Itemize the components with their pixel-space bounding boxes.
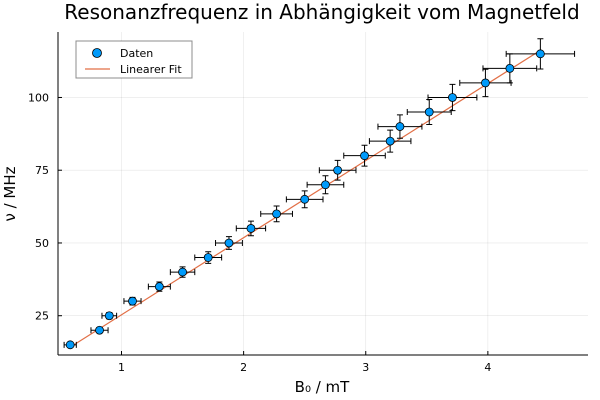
- data-point: [481, 78, 490, 88]
- data-point: [535, 49, 545, 59]
- data-point: [505, 63, 515, 73]
- x-tick-label: 1: [118, 361, 125, 374]
- data-point: [95, 325, 104, 335]
- y-tick-label: 75: [35, 164, 49, 177]
- data-point: [395, 122, 405, 131]
- data-point: [154, 282, 164, 292]
- data-point: [448, 93, 457, 102]
- legend-marker-daten: [92, 48, 102, 58]
- x-tick-label: 2: [240, 361, 247, 374]
- data-point: [360, 151, 369, 161]
- data-point: [272, 209, 281, 219]
- legend-label-daten: Daten: [120, 47, 153, 60]
- x-tick-label: 4: [484, 361, 491, 374]
- y-axis-label: ν / MHz: [1, 166, 19, 221]
- data-point: [246, 224, 256, 233]
- data-points: [65, 49, 545, 350]
- legend-label-fit: Linearer Fit: [120, 63, 182, 76]
- data-point: [65, 340, 75, 350]
- data-point: [321, 180, 330, 190]
- data-point: [203, 253, 213, 262]
- chart-title: Resonanzfrequenz in Abhängigkeit vom Mag…: [64, 0, 579, 24]
- x-axis-label: B₀ / mT: [295, 378, 351, 396]
- axes: [57, 32, 588, 356]
- y-tick-label: 50: [35, 237, 49, 250]
- y-tick-label: 100: [28, 91, 49, 104]
- y-tick-label: 25: [35, 310, 49, 323]
- tick-labels: 1 2 3 4 25 50 75 100: [28, 91, 491, 374]
- legend-box: [75, 40, 193, 79]
- data-point: [424, 107, 434, 117]
- data-point: [104, 311, 114, 321]
- x-tick-label: 3: [362, 361, 369, 374]
- data-point: [178, 267, 187, 277]
- data-point: [385, 136, 395, 146]
- data-point: [224, 238, 234, 248]
- data-point: [333, 165, 343, 175]
- data-point: [300, 194, 310, 204]
- legend: Daten Linearer Fit: [75, 40, 193, 79]
- data-point: [128, 296, 137, 306]
